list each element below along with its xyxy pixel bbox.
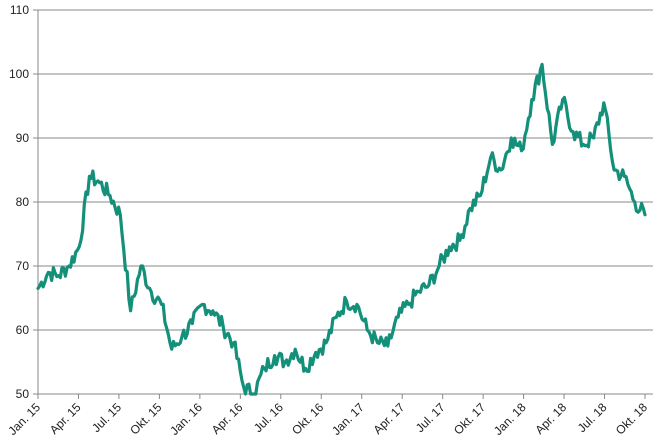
x-tick-label: Jan. 16 xyxy=(167,400,205,438)
x-tick-label: Jul. 17 xyxy=(413,400,448,435)
data-line xyxy=(36,62,647,396)
x-tick-label: Jul. 18 xyxy=(575,400,610,435)
y-axis: 50 60 70 80 90 100 110 xyxy=(9,3,39,401)
y-tick-label: 80 xyxy=(16,195,30,209)
x-tick-label: Okt. 17 xyxy=(451,400,488,437)
x-tick-label: Jan. 18 xyxy=(491,400,529,438)
x-tick-label: Jan. 15 xyxy=(5,400,43,438)
x-tick-label: Okt. 16 xyxy=(289,400,326,437)
x-tick-label: Apr. 17 xyxy=(371,400,408,437)
x-tick-label: Jul. 16 xyxy=(251,400,286,435)
x-tick-label: Apr. 18 xyxy=(532,400,569,437)
x-tick-label: Apr. 16 xyxy=(209,400,246,437)
y-tick-label: 60 xyxy=(16,323,30,337)
y-tick-label: 110 xyxy=(10,3,29,17)
x-tick-label: Jul. 15 xyxy=(89,400,124,435)
x-tick-label: Okt. 15 xyxy=(127,400,164,437)
y-tick-label: 50 xyxy=(16,387,30,401)
horizontal-gridlines xyxy=(33,9,653,395)
x-tick-label: Apr. 15 xyxy=(47,400,84,437)
y-tick-label: 90 xyxy=(16,131,30,145)
x-tick-label: Jan. 17 xyxy=(329,400,367,438)
y-tick-label: 70 xyxy=(16,259,30,273)
x-axis: Jan. 15 Apr. 15 Jul. 15 Okt. 15 Jan. 16 Apr. … xyxy=(5,394,650,438)
x-tick-label: Okt. 18 xyxy=(613,400,650,437)
y-tick-label: 100 xyxy=(9,67,29,81)
